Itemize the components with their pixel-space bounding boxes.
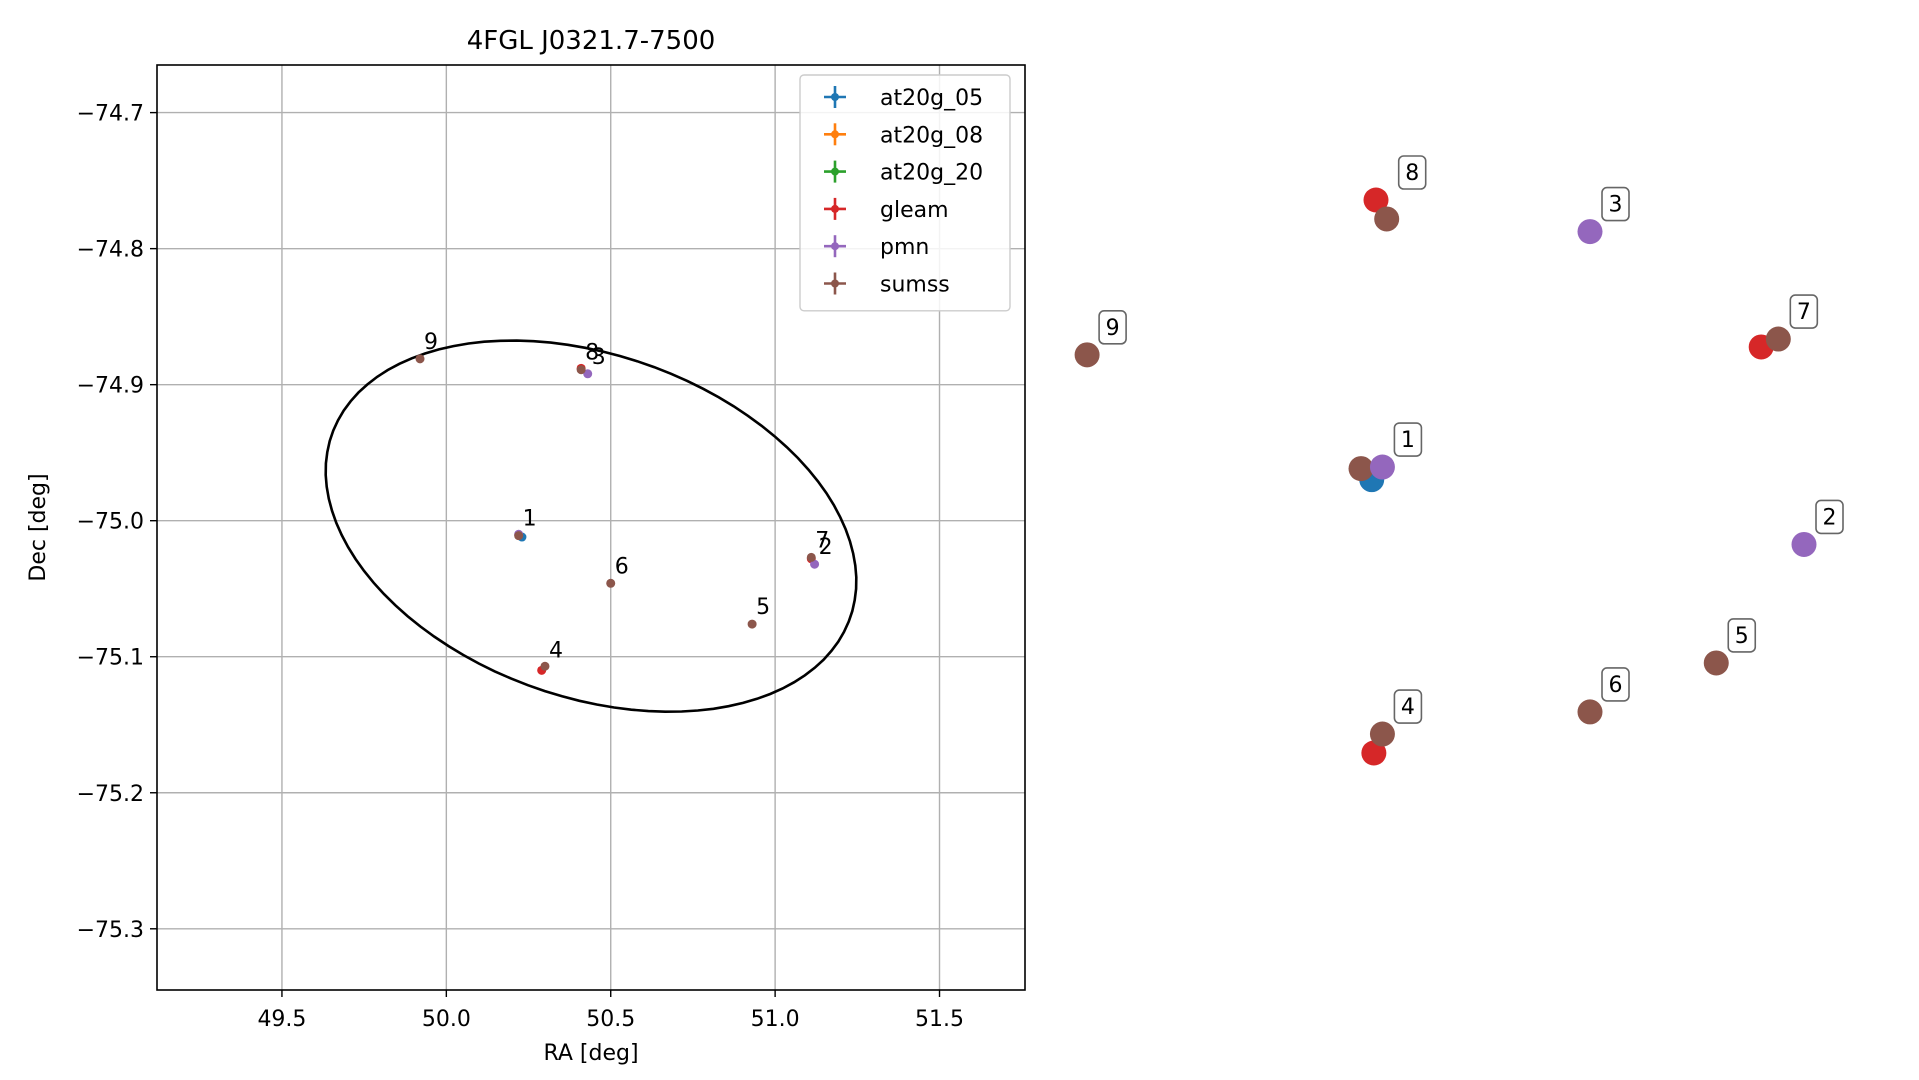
legend-marker bbox=[831, 279, 839, 288]
y-tick-label: −75.3 bbox=[77, 918, 144, 943]
zoom-point-pmn bbox=[1369, 454, 1395, 480]
source-label: 1 bbox=[523, 507, 537, 532]
y-tick-label: −75.1 bbox=[77, 646, 144, 671]
point-sumss bbox=[606, 578, 616, 588]
zoom-point-sumss bbox=[1374, 206, 1400, 232]
y-tick-label: −74.9 bbox=[77, 374, 144, 399]
zoom-label: 3 bbox=[1609, 193, 1623, 218]
zoom-point-pmn bbox=[1577, 219, 1603, 245]
zoom-point-sumss bbox=[1369, 721, 1395, 747]
zoom-label: 6 bbox=[1609, 673, 1623, 698]
zoom-label: 8 bbox=[1405, 161, 1419, 186]
zoom-point-gleam bbox=[1363, 187, 1389, 213]
zoom-label-box bbox=[1727, 618, 1757, 653]
zoom-label-box bbox=[1601, 667, 1630, 702]
legend-marker bbox=[831, 167, 839, 176]
source-label: 6 bbox=[615, 554, 629, 579]
zoom-label: 5 bbox=[1735, 624, 1749, 649]
point-sumss bbox=[415, 354, 425, 364]
zoom-label-box bbox=[1397, 155, 1427, 190]
axis-ticks: 49.5 50.0 50.5 51.0 51.5 −74.7 −74.8 −74.9 −75.0… bbox=[77, 102, 964, 1032]
zoom-point-sumss bbox=[1765, 326, 1791, 352]
zoom-label: 9 bbox=[1106, 316, 1120, 341]
legend-entry: pmn bbox=[880, 235, 929, 260]
zoom-label-box bbox=[1393, 422, 1423, 457]
zoom-point-sumss bbox=[1577, 699, 1603, 725]
zoom-label-box bbox=[1601, 186, 1630, 222]
x-tick-label: 50.0 bbox=[422, 1007, 471, 1032]
legend-marker bbox=[831, 242, 839, 251]
legend-entry: at20g_08 bbox=[880, 123, 983, 148]
point-pmn bbox=[583, 369, 593, 379]
y-axis-label: Dec [deg] bbox=[26, 473, 51, 581]
zoom-point-sumss bbox=[1348, 456, 1374, 482]
legend-box bbox=[799, 74, 1011, 312]
axes-frame bbox=[156, 64, 1026, 991]
legend-marker bbox=[831, 130, 839, 139]
zoom-label: 1 bbox=[1401, 428, 1415, 453]
point-pmn bbox=[810, 559, 820, 569]
y-tick-label: −75.0 bbox=[77, 510, 144, 535]
x-tick-label: 51.5 bbox=[915, 1007, 964, 1032]
legend-entry: gleam bbox=[880, 198, 949, 223]
zoom-panel: 8 3 9 7 1 2 5 6 4 bbox=[1074, 155, 1844, 766]
point-sumss bbox=[806, 552, 816, 562]
data-points bbox=[415, 354, 820, 675]
zoom-point-sumss bbox=[1074, 342, 1100, 368]
source-label: 3 bbox=[592, 345, 606, 370]
zoom-point-pmn bbox=[1791, 531, 1817, 557]
localization-ellipse bbox=[324, 339, 858, 714]
source-label: 4 bbox=[549, 639, 563, 664]
point-sumss bbox=[747, 619, 757, 629]
legend-marker bbox=[831, 93, 839, 101]
source-labels: 1 2 3 4 5 6 7 8 9 bbox=[424, 330, 833, 664]
zoom-label-box bbox=[1098, 310, 1127, 345]
y-tick-label: −74.7 bbox=[77, 102, 144, 127]
x-tick-label: 50.5 bbox=[586, 1007, 635, 1032]
chart-title: 4FGL J0321.7-7500 bbox=[467, 26, 716, 56]
zoom-label: 2 bbox=[1823, 505, 1837, 530]
point-sumss bbox=[576, 365, 586, 375]
legend-entry: at20g_20 bbox=[880, 161, 983, 186]
legend-entry: at20g_05 bbox=[880, 86, 983, 111]
zoom-label: 4 bbox=[1401, 695, 1415, 720]
y-tick-label: −75.2 bbox=[77, 782, 144, 807]
source-label: 9 bbox=[424, 330, 438, 355]
zoom-label-box bbox=[1789, 294, 1819, 329]
source-label: 8 bbox=[585, 341, 599, 366]
zoom-label-box bbox=[1393, 689, 1423, 724]
source-label: 5 bbox=[756, 595, 770, 620]
point-sumss bbox=[514, 531, 524, 541]
x-tick-label: 49.5 bbox=[257, 1007, 306, 1032]
source-label: 2 bbox=[819, 535, 833, 560]
point-sumss bbox=[540, 661, 550, 671]
grid bbox=[157, 65, 1025, 990]
x-tick-label: 51.0 bbox=[751, 1007, 800, 1032]
zoom-point-sumss bbox=[1703, 650, 1729, 676]
x-axis-label: RA [deg] bbox=[543, 1041, 638, 1066]
zoom-point-gleam bbox=[1361, 740, 1387, 766]
legend-entry: sumss bbox=[880, 273, 950, 298]
zoom-label-box bbox=[1815, 499, 1844, 535]
main-scatter-panel: 1 2 3 4 5 6 7 8 9 49.5 50.0 50.5 51.0 51.5 −74.7 −74.8… bbox=[26, 26, 1026, 1066]
y-tick-label: −74.8 bbox=[77, 238, 144, 263]
zoom-label: 7 bbox=[1797, 300, 1811, 325]
legend-marker bbox=[831, 204, 839, 213]
source-label: 7 bbox=[815, 528, 829, 553]
